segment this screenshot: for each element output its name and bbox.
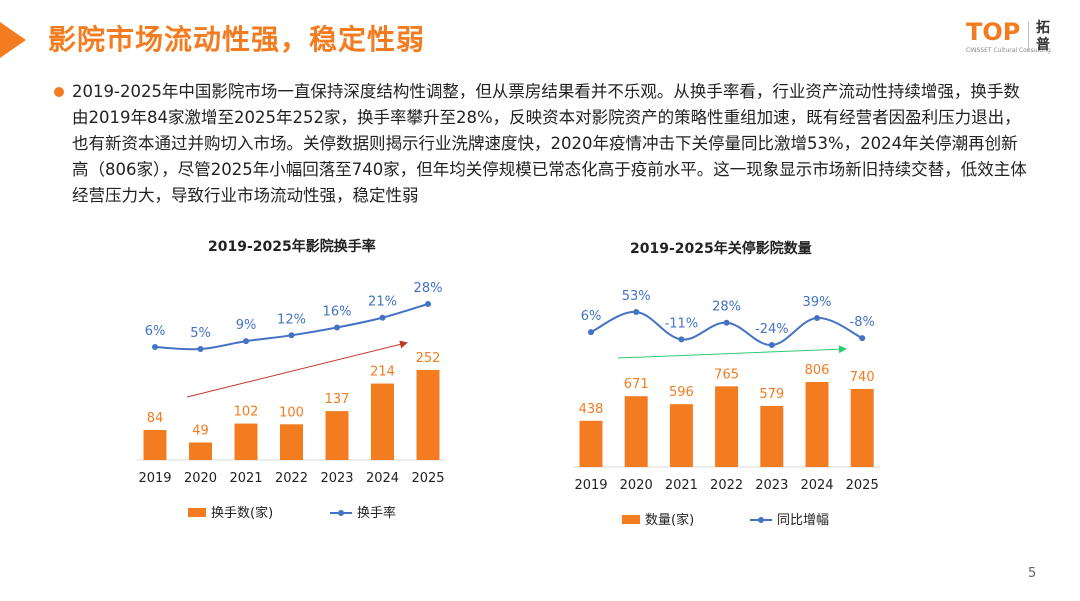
chart2-tick-2019: 2019 [574,478,607,493]
chart2-trend-arrow [617,345,847,359]
chart1-line-point-2022 [288,332,295,339]
chart2-bar-2019 [579,420,603,467]
chart2-legend-line-dot [758,517,764,523]
chart2-bar-2022 [715,386,739,467]
chart1-bar-label-2019: 84 [147,411,164,426]
chart2-line-label-2025: -8% [850,315,875,330]
chart1-tick-2020: 2020 [184,471,217,486]
chart1-tick-2019: 2019 [138,471,171,486]
chart1-tick-2021: 2021 [229,471,262,486]
chart1-bar-label-2024: 214 [370,365,395,380]
chart2-line-label-2020: 53% [622,289,651,304]
chart1-tick-2022: 2022 [275,471,308,486]
chart2-line-label-2024: 39% [803,295,832,310]
chart2-bar-2021 [669,404,693,467]
chart1-line-point-2019 [152,344,158,351]
chart2-line-point-2020 [633,309,640,315]
chart2-legend-bar-label: 数量(家) [645,512,694,528]
logo-subtext: CINSSET Cultural Consulting [966,47,1051,54]
chart1-bar-2023 [325,411,349,460]
chart2-line-point-2019 [588,329,594,336]
chart1-svg: 84 2019 49 2020 102 2021 100 2022 137 2023 214 2024… [137,281,446,521]
chart1-title: 2019-2025年影院换手率 [208,239,376,255]
chart2-line-label-2019: 6% [581,309,602,324]
chart1-line-label-2025: 28% [414,281,443,296]
chart1-legend-line-dot [338,510,344,516]
title-arrow-icon [0,22,26,58]
chart2-bar-label-2025: 740 [850,370,875,385]
chart1-line-point-2020 [197,346,204,352]
chart2-line-label-2023: -24% [755,322,789,337]
chart1-line-point-2025 [425,301,431,307]
chart2-tick-2025: 2025 [846,478,879,493]
chart1-legend-bar-label: 换手数(家) [211,505,273,521]
chart1-legend-line-label: 换手率 [357,505,396,521]
chart1-bar-label-2021: 102 [234,405,259,420]
chart1-bar-2022 [280,424,303,460]
body-paragraph: 2019-2025年中国影院市场一直保持深度结构性调整，但从票房结果看并不乐观。… [72,82,1027,205]
logo: TOP CINSSET Cultural Consulting 拓普 [966,18,1066,58]
chart1-bar-2025 [416,370,440,460]
chart2-bar-label-2020: 671 [624,377,649,392]
chart2-legend-bar-swatch [622,515,640,524]
logo-word: TOP [966,18,1021,46]
chart2-line-point-2025 [859,335,866,342]
chart2-bar-label-2021: 596 [669,385,694,400]
logo-chinese: 拓普 [1036,20,1050,53]
chart2-tick-2022: 2022 [710,478,743,493]
bullet-dot-icon [54,87,64,97]
chart1-line-point-2024 [379,314,386,321]
chart1-line-point-2023 [334,324,340,331]
chart1-bar-label-2023: 137 [325,392,350,407]
chart2-tick-2024: 2024 [800,478,833,493]
chart2-bar-2024 [805,382,829,467]
chart2-line-point-2023 [768,342,775,348]
chart1-bar-2019 [143,430,167,460]
chart2-bar-label-2019: 438 [579,402,604,417]
chart2-tick-2021: 2021 [665,478,698,493]
chart1-bar-2021 [234,423,258,460]
chart2-line-label-2022: 28% [712,300,741,315]
logo-divider [1028,22,1029,52]
chart2-bar-2023 [760,405,784,467]
page-title: 影院市场流动性强，稳定性弱 [48,23,426,56]
chart2-svg: 438 2019 671 2020 596 2021 765 2022 579 2023 806 20… [573,289,881,528]
chart1-line-label-2022: 12% [277,312,306,327]
chart1-line-label-2020: 5% [190,326,211,341]
chart1-tick-2024: 2024 [366,471,399,486]
chart1-line-label-2023: 16% [323,304,352,319]
chart1-bar-2024 [371,383,394,460]
chart2-tick-2023: 2023 [755,478,788,493]
chart2-line-point-2024 [814,315,820,321]
chart1-line-label-2019: 6% [145,324,166,339]
chart1-bar-label-2020: 49 [192,424,209,439]
chart1-trend-arrow [186,340,408,398]
chart1-line-label-2021: 9% [236,318,257,333]
chart1-line-point-2021 [243,338,249,345]
chart2-bar-label-2023: 579 [759,387,784,402]
chart2-line-label-2021: -11% [665,316,699,331]
chart2-title: 2019-2025年关停影院数量 [630,241,812,257]
chart1-line-label-2024: 21% [368,295,397,310]
chart1-bar-label-2025: 252 [416,351,441,366]
page-number: 5 [1028,566,1037,581]
chart1-bar-label-2022: 100 [279,405,304,420]
chart1-bar-2020 [189,442,212,460]
chart1-tick-2023: 2023 [320,471,353,486]
chart1-legend-bar-swatch [188,508,206,517]
chart2-line-point-2022 [723,319,730,326]
chart2-line-point-2021 [678,336,685,343]
chart2-bar-label-2024: 806 [805,363,830,378]
chart2-tick-2020: 2020 [620,478,653,493]
chart2-legend-line-label: 同比增幅 [777,513,829,528]
chart2-series-line [590,310,863,347]
chart2-bar-label-2022: 765 [714,367,739,382]
chart2-bar-2020 [624,396,648,467]
chart2-bar-2025 [850,388,874,467]
chart1-tick-2025: 2025 [411,471,444,486]
